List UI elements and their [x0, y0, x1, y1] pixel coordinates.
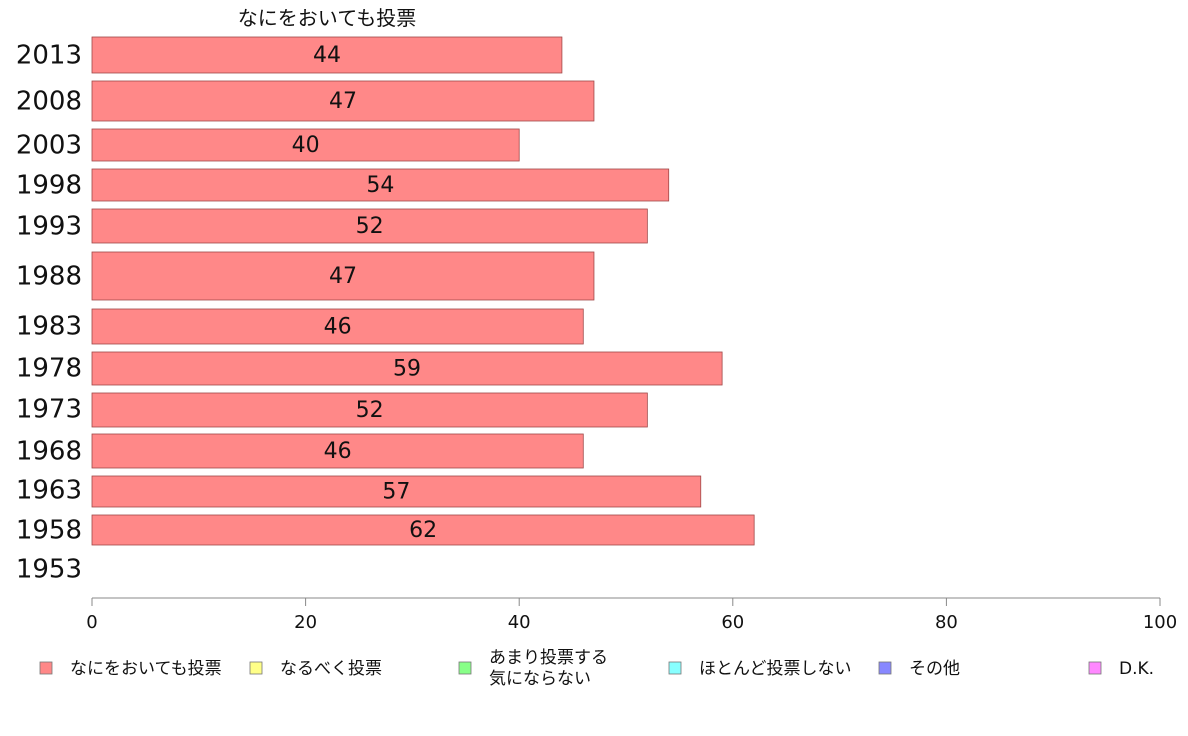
bars-group: 2013 44 2008 47 2003 40 1998 54 1993 52 1988 47 1983… — [16, 36, 755, 585]
legend-swatch — [249, 661, 263, 675]
y-tick-label: 1978 — [16, 354, 82, 384]
x-tick-label: 20 — [294, 612, 317, 633]
bar-value-label: 46 — [324, 315, 352, 340]
y-tick-label: 1963 — [16, 476, 82, 506]
bar — [91, 128, 520, 162]
legend-label: D.K. — [1119, 659, 1154, 679]
legend-label-line: あまり投票する — [489, 648, 608, 668]
y-tick-label: 1973 — [16, 395, 82, 425]
y-tick-label: 1953 — [16, 555, 82, 585]
legend-label: なにをおいても投票 — [70, 659, 222, 679]
y-tick-label: 2013 — [16, 41, 82, 71]
bar — [91, 36, 563, 74]
bar — [91, 392, 648, 428]
bar-value-label: 44 — [313, 43, 341, 68]
legend-label: その他 — [909, 659, 960, 679]
x-tick-label: 80 — [935, 612, 958, 633]
legend-swatch — [1088, 661, 1102, 675]
bar-value-label: 46 — [324, 439, 352, 464]
bar — [91, 80, 595, 122]
bar-value-label: 59 — [393, 357, 421, 382]
legend-swatch — [458, 661, 472, 675]
x-tick-label: 60 — [721, 612, 744, 633]
y-tick-label: 1958 — [16, 516, 82, 546]
bar — [91, 433, 584, 469]
bar — [91, 168, 670, 202]
legend-swatch — [668, 661, 682, 675]
bar — [91, 251, 595, 301]
bar-value-label: 47 — [329, 264, 357, 289]
x-axis: 0 20 40 60 80 100 — [86, 597, 1177, 633]
bar-value-label: 40 — [292, 133, 320, 158]
x-tick-label: 100 — [1143, 612, 1177, 633]
bar-value-label: 52 — [356, 398, 384, 423]
bar — [91, 475, 702, 508]
legend-label-line: 気にならない — [489, 669, 591, 689]
bar-value-label: 57 — [382, 480, 410, 505]
legend: なにをおいても投票 なるべく投票 あまり投票する気にならない ほとんど投票しない その他… — [39, 648, 1154, 689]
y-tick-label: 1993 — [16, 212, 82, 242]
chart-title: なにをおいても投票 — [238, 6, 416, 30]
y-tick-label: 1988 — [16, 262, 82, 292]
bar-value-label: 52 — [356, 214, 384, 239]
bar — [91, 208, 648, 244]
legend-label: なるべく投票 — [280, 659, 382, 679]
y-tick-label: 1968 — [16, 437, 82, 467]
legend-swatch — [878, 661, 892, 675]
y-tick-label: 2003 — [16, 131, 82, 161]
x-tick-label: 40 — [508, 612, 531, 633]
bar-value-label: 47 — [329, 89, 357, 114]
legend-label: ほとんど投票しない — [699, 659, 852, 679]
bar — [91, 351, 723, 386]
bar-value-label: 62 — [409, 518, 437, 543]
bar — [91, 514, 755, 546]
legend-swatch — [39, 661, 53, 675]
bar-value-label: 54 — [366, 173, 394, 198]
y-tick-label: 1983 — [16, 312, 82, 342]
x-tick-label: 0 — [86, 612, 97, 633]
legend-label: あまり投票する気にならない — [489, 648, 608, 689]
y-tick-label: 2008 — [16, 87, 82, 117]
y-tick-label: 1998 — [16, 171, 82, 201]
bar — [91, 308, 584, 345]
